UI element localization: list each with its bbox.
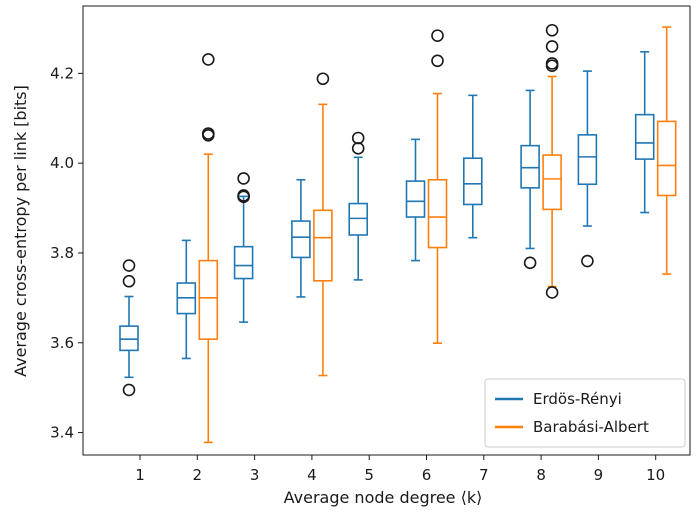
y-tick-label-0: 3.4 — [50, 424, 74, 442]
x-tick-label-2: 3 — [250, 466, 260, 484]
x-tick-label-3: 4 — [307, 466, 317, 484]
legend-label-1: Barabási-Albert — [533, 418, 649, 436]
y-tick-label-2: 3.8 — [50, 244, 74, 262]
x-tick-label-8: 9 — [594, 466, 604, 484]
x-tick-label-7: 8 — [536, 466, 546, 484]
series-0-box-1-outlier-3 — [122, 383, 136, 397]
series-1-box-8-box — [542, 154, 562, 211]
series-0-box-3-box — [233, 245, 254, 280]
legend-label-0: Erdös-Rényi — [533, 390, 622, 408]
series-0-box-8-outlier-1 — [523, 256, 537, 270]
series-1-box-8-outlier-1 — [545, 23, 559, 37]
y-tick-label-4: 4.2 — [50, 64, 74, 82]
series-1-box-10-box — [656, 120, 677, 197]
series-0-box-5-box — [348, 202, 369, 236]
x-tick-label-0: 1 — [135, 466, 145, 484]
legend: Erdös-Rényi Barabási-Albert — [484, 378, 686, 448]
x-tick-label-9: 10 — [646, 466, 665, 484]
chart-axes: 3.4 3.6 3.8 4.0 4.2 1 2 3 4 5 6 7 8 9 10 — [50, 5, 691, 484]
series-1-box-6-box — [427, 178, 448, 249]
series-0-box-9-box — [577, 134, 598, 186]
chart-marks — [119, 23, 677, 444]
series-0-box-8-box — [520, 144, 540, 189]
series-0-box-3-outlier-1 — [237, 172, 250, 185]
y-tick-label-1: 3.6 — [50, 334, 74, 352]
series-1-box-8-outlier-2 — [545, 40, 559, 53]
series-1-box-8-outlier-5 — [545, 286, 559, 299]
series-1-box-4-box — [313, 209, 333, 282]
series-0-box-1-outlier-1 — [122, 259, 136, 272]
series-0-box-7-box — [462, 157, 483, 206]
x-tick-label-6: 7 — [479, 466, 489, 484]
series-1-box-8-outlier-4 — [545, 59, 559, 73]
x-tick-label-4: 5 — [364, 466, 374, 484]
series-0-box-1-outlier-2 — [122, 274, 136, 288]
series-1-box-6-outlier-2 — [431, 54, 444, 68]
series-0-box-4-box — [291, 220, 311, 259]
series-1-box-2-outlier-3 — [202, 129, 215, 142]
series-0-box-1-box — [119, 325, 139, 352]
x-axis-label: Average node degree ⟨k⟩ — [284, 488, 483, 507]
series-0-box-5-outlier-2 — [351, 142, 365, 155]
series-0-box-9-outlier-1 — [581, 254, 594, 268]
legend-box — [484, 378, 686, 448]
series-0-box-10-box — [634, 113, 655, 160]
x-tick-label-1: 2 — [193, 466, 203, 484]
y-axis-label: Average cross-entropy per link [bits] — [11, 85, 30, 377]
series-1-box-4-outlier-1 — [316, 72, 330, 86]
plot-frame — [82, 5, 691, 456]
series-1-box-2-box — [198, 259, 219, 340]
y-tick-label-3: 4.0 — [50, 154, 74, 172]
series-1-box-6-outlier-1 — [431, 29, 444, 42]
x-tick-label-5: 6 — [422, 466, 432, 484]
series-1-box-2-outlier-1 — [202, 53, 215, 66]
series-0-box-3-outlier-3 — [237, 190, 250, 204]
series-0-box-6-box — [405, 180, 426, 218]
